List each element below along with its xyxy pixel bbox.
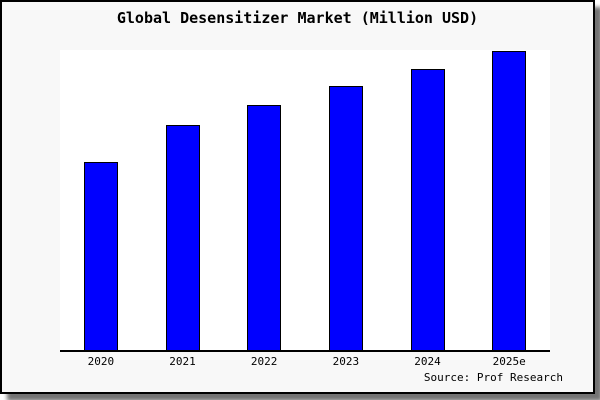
- x-tick-label-2023: 2023: [332, 355, 360, 368]
- x-tick-label-2020: 2020: [87, 355, 115, 368]
- bar-2022: [247, 105, 282, 350]
- bar-2021: [165, 125, 200, 350]
- x-tick-label-2024: 2024: [414, 355, 441, 368]
- x-tick-label-2021: 2021: [169, 355, 196, 368]
- plot-area: [60, 50, 550, 352]
- x-tick-label-2025e: 2025e: [492, 355, 526, 368]
- x-tick-label-2022: 2022: [250, 355, 278, 368]
- bar-2025e: [492, 51, 527, 350]
- chart-frame: Global Desensitizer Market (Million USD)…: [0, 0, 595, 394]
- chart-title: Global Desensitizer Market (Million USD): [116, 9, 479, 27]
- bar-2024: [410, 69, 445, 350]
- source-credit: Source: Prof Research: [423, 371, 563, 384]
- bar-2020: [83, 162, 118, 350]
- x-axis-labels: 2020 2021 2022 2023 2024 2025e: [60, 355, 550, 369]
- bar-2023: [328, 86, 363, 350]
